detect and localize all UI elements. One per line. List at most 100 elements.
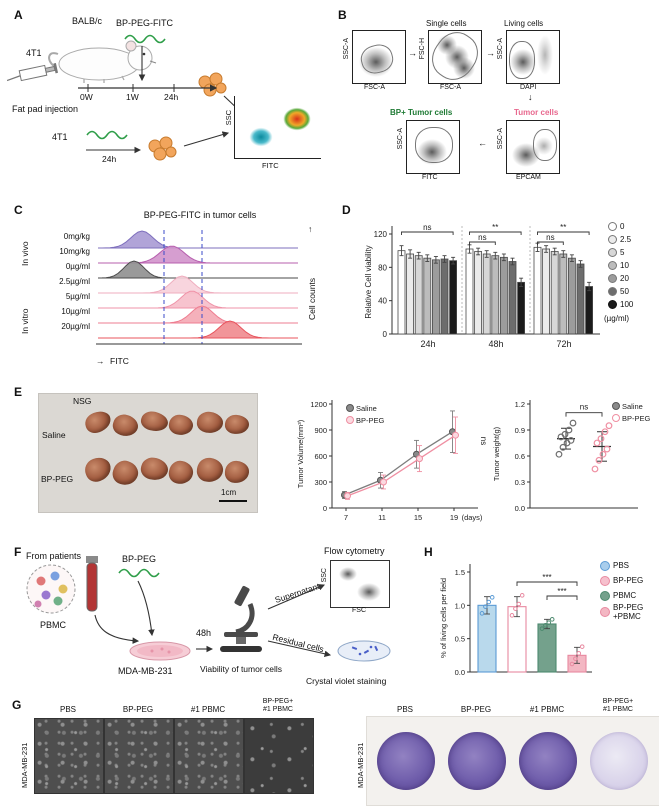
- bar: [432, 259, 440, 335]
- tumor-weight-plot: 0.0 0.3 0.6 0.9 1.2 Tumor weight(g) Saline BP-P…: [492, 400, 651, 513]
- tumor-photo-blob: [167, 412, 195, 438]
- b4-y-label: SSC-A: [497, 128, 504, 150]
- bar: [465, 248, 474, 335]
- flow-plot-f: [330, 560, 390, 608]
- legend-item: 2.5: [608, 233, 656, 246]
- data-point: [549, 617, 555, 622]
- group-invivo-label: In vivo: [20, 241, 30, 266]
- arrow-down-icon: ↓: [528, 92, 533, 102]
- timeline-t0: 0W: [80, 92, 93, 102]
- bar: [567, 257, 576, 335]
- data-point: [483, 604, 488, 609]
- chart-text: 72h: [556, 339, 571, 349]
- crystal-violet-wells-photo: [366, 716, 659, 806]
- legend-item: 0: [608, 220, 656, 233]
- data-point: [513, 606, 518, 611]
- viability-label: Viability of tumor cells: [200, 664, 283, 674]
- data-point: [486, 599, 492, 605]
- legend-swatch: [346, 404, 354, 412]
- bar: [508, 261, 517, 335]
- chart-text: 0: [323, 504, 327, 513]
- hist-row-label: 5µg/ml: [65, 292, 90, 301]
- flow-plot-a: [234, 96, 321, 159]
- data-point: [543, 623, 548, 628]
- histogram-curve: [98, 320, 298, 339]
- arrow-right-icon: →: [96, 356, 105, 366]
- bar: [491, 255, 500, 335]
- hist-row-label: 0mg/kg: [63, 232, 90, 241]
- legend-label: PBMC: [613, 590, 637, 600]
- chart-text: ns: [423, 223, 431, 232]
- bar: [474, 251, 482, 335]
- bar: [559, 253, 568, 335]
- photo-row1-label: Saline: [42, 430, 66, 440]
- chart-text: ns: [478, 233, 486, 242]
- g-col-label: BP-PEG+ #1 PBMC: [262, 698, 294, 714]
- sig-bracket: [469, 241, 496, 245]
- histogram-curve: [98, 275, 298, 294]
- bar: [440, 258, 449, 335]
- chart-text: 0.0: [455, 668, 465, 677]
- bar: [499, 256, 508, 335]
- crystal-violet-dish-icon: [337, 640, 391, 662]
- crystal-violet-label: Crystal violet staining: [306, 676, 387, 686]
- incubation-48h-label: 48h: [196, 628, 212, 638]
- chart-text: 900: [314, 426, 327, 435]
- data-point: [595, 456, 603, 464]
- legend-swatch: [346, 416, 354, 424]
- chart-text: (days): [462, 513, 483, 522]
- injection-label: Fat pad injection: [12, 104, 79, 114]
- flow-density-blob: [339, 567, 357, 581]
- data-point: [539, 626, 545, 631]
- viability-chart: 0 40 80 120 Relative Cell viability 24h 48h 72h…: [362, 212, 604, 370]
- living-cells-bar-plot: 0.0 0.5 1.0 1.5 % of living cells per field *…: [439, 564, 592, 677]
- tumor-volume-chart: 0 300 600 900 1200 7 11 15 19 (days) Tumor Volume(…: [292, 386, 488, 538]
- g-col-label: BP-PEG: [122, 705, 154, 714]
- flow-plot-singlets: [428, 30, 482, 84]
- bp-peg-polymer-icon: [86, 130, 128, 140]
- gate-outline: [429, 31, 481, 83]
- mouse-icon: [48, 40, 157, 83]
- data-point: [579, 644, 585, 649]
- blood-tube-icon: [86, 556, 98, 612]
- patient-cells-icon: [26, 564, 76, 614]
- legend-label: PBS: [613, 560, 630, 570]
- histogram-curve: [98, 245, 298, 264]
- chart-text: 7: [344, 513, 348, 522]
- data-point: [452, 431, 459, 439]
- data-point: [565, 426, 573, 434]
- histogram-curve: [98, 290, 298, 309]
- arrow-right-icon: →: [486, 48, 495, 58]
- tumor-photo-blob: [195, 456, 225, 484]
- hist-row-label: 20µg/ml: [61, 322, 90, 331]
- chart-text: 80: [378, 263, 387, 272]
- data-point: [519, 593, 525, 598]
- chart-text: 1.0: [455, 601, 465, 610]
- line-series: [344, 431, 453, 496]
- chart-text: BP-PEG: [622, 414, 651, 423]
- data-point: [509, 613, 515, 618]
- data-point: [344, 492, 351, 500]
- legend-label: 0: [620, 222, 625, 231]
- g-well-label: #1 PBMC: [529, 705, 565, 714]
- data-point: [559, 443, 567, 451]
- chart-text: 1.5: [455, 568, 465, 577]
- well-pbs: [377, 732, 435, 790]
- bar: [414, 255, 423, 335]
- legend-item: 20: [608, 272, 656, 285]
- legend-label: BP-PEG: [613, 575, 644, 585]
- arrow-up-icon: ↑: [308, 224, 313, 234]
- legend-swatch: [608, 248, 617, 257]
- chart-text: 0.3: [515, 478, 525, 487]
- tumor-photo-blob: [224, 459, 250, 485]
- chart-text: % of living cells per field: [439, 578, 448, 658]
- b1-x-label: FSC-A: [364, 84, 385, 91]
- sig-bracket: [546, 595, 578, 600]
- flow-density-blob: [453, 57, 475, 79]
- flow-density-blob: [245, 124, 277, 150]
- b5-title: BP+ Tumor cells: [390, 108, 453, 117]
- panel-a-label: A: [14, 8, 23, 22]
- data-point: [479, 611, 485, 616]
- flow-plot-living: [506, 30, 560, 84]
